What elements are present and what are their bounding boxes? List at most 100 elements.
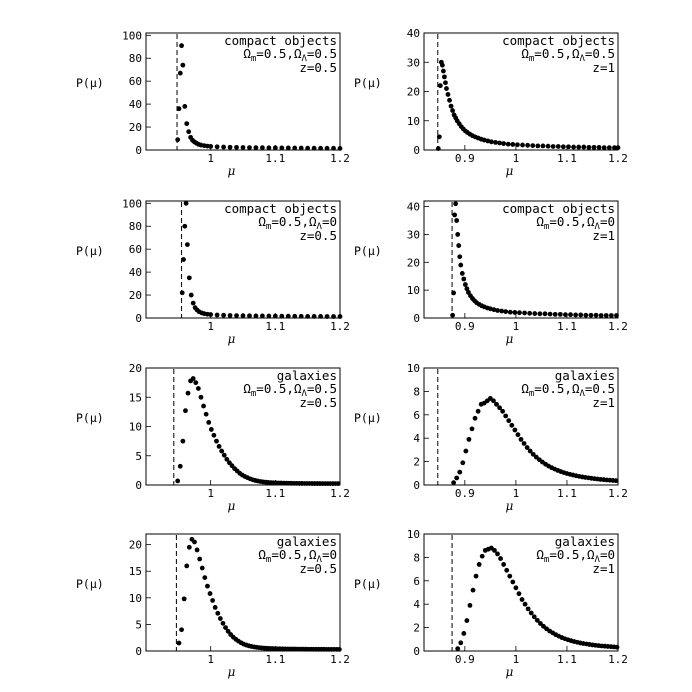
parameter-value: =0.5, bbox=[549, 214, 587, 229]
data-point bbox=[447, 97, 452, 103]
data-point bbox=[175, 478, 181, 484]
data-point bbox=[210, 598, 216, 603]
y-tick-label: 10 bbox=[407, 528, 420, 541]
x-tick-label: 1 bbox=[513, 320, 520, 333]
data-point bbox=[495, 308, 500, 313]
data-point bbox=[524, 445, 530, 450]
data-point bbox=[614, 644, 620, 650]
data-point bbox=[202, 575, 208, 581]
data-point bbox=[215, 610, 221, 616]
y-tick-label: 6 bbox=[413, 409, 420, 422]
data-point bbox=[513, 585, 519, 591]
panel-4: 0 10 20 30 40 0.9 1 1.1 1.2 μ P(μ) compact objectsΩ… bbox=[354, 200, 628, 346]
data-point bbox=[510, 579, 516, 585]
x-tick-label: 1 bbox=[207, 487, 214, 500]
data-point bbox=[335, 481, 341, 486]
data-point bbox=[272, 313, 278, 319]
data-point bbox=[199, 565, 205, 571]
data-point bbox=[445, 92, 451, 97]
data-point bbox=[527, 310, 533, 316]
data-point bbox=[512, 427, 518, 433]
plot-frame bbox=[423, 200, 619, 319]
data-point bbox=[292, 313, 298, 319]
subscript: m bbox=[544, 555, 549, 565]
omega-symbol: Ω bbox=[572, 381, 580, 396]
data-point bbox=[221, 452, 227, 458]
omega-symbol: Ω bbox=[258, 214, 266, 229]
data-point bbox=[181, 257, 186, 262]
data-point bbox=[305, 313, 311, 319]
data-point bbox=[443, 80, 448, 86]
subscript: m bbox=[529, 389, 534, 399]
omega-symbol: Ω bbox=[587, 547, 595, 562]
y-tick-label: 40 bbox=[129, 98, 142, 111]
y-tick-label: 15 bbox=[129, 391, 142, 404]
data-point bbox=[522, 601, 528, 607]
data-point bbox=[190, 376, 196, 381]
parameter-value: =0.5, bbox=[271, 214, 309, 229]
data-point bbox=[207, 591, 213, 596]
data-point bbox=[217, 616, 223, 621]
data-point bbox=[184, 121, 190, 127]
parameter-value: =0 bbox=[600, 547, 615, 562]
data-point bbox=[331, 314, 336, 319]
parameter-value: =0 bbox=[322, 214, 337, 229]
data-point bbox=[311, 313, 317, 319]
data-point bbox=[253, 145, 259, 151]
data-point bbox=[601, 145, 607, 151]
data-point bbox=[186, 544, 192, 550]
x-tick-label: 0.9 bbox=[455, 320, 475, 333]
data-point bbox=[211, 432, 217, 438]
y-tick-label: 100 bbox=[122, 197, 142, 210]
data-point bbox=[476, 562, 482, 567]
y-tick-label: 10 bbox=[407, 362, 420, 375]
panel-1: 0 20 40 60 80 100 1 1.1 1.2 μ P(μ) compact objectsΩ… bbox=[76, 29, 350, 178]
data-point bbox=[517, 310, 522, 316]
annotation-redshift: z=1 bbox=[592, 561, 615, 576]
data-point bbox=[176, 640, 182, 646]
data-point bbox=[227, 144, 233, 150]
data-point bbox=[520, 142, 525, 148]
omega-symbol: Ω bbox=[258, 547, 266, 562]
data-point bbox=[593, 312, 599, 318]
x-tick-label: 1.1 bbox=[557, 320, 577, 333]
data-point bbox=[555, 144, 561, 149]
data-point bbox=[298, 313, 304, 319]
data-point bbox=[507, 309, 513, 315]
y-tick-label: 2 bbox=[413, 456, 420, 469]
data-point bbox=[500, 408, 506, 414]
data-point bbox=[498, 556, 503, 561]
y-tick-label: 20 bbox=[129, 362, 142, 375]
data-point bbox=[615, 145, 621, 151]
subscript: m bbox=[266, 555, 271, 565]
annotation-line-1: compact objects bbox=[224, 33, 337, 48]
x-tick-label: 0.9 bbox=[455, 653, 475, 666]
x-tick-label: 1 bbox=[513, 487, 520, 500]
data-point bbox=[214, 312, 220, 318]
data-point bbox=[180, 62, 186, 68]
data-point bbox=[184, 242, 190, 247]
data-point bbox=[540, 143, 546, 149]
data-point bbox=[515, 432, 521, 438]
y-tick-label: 30 bbox=[407, 56, 420, 69]
data-point bbox=[518, 436, 524, 442]
y-axis-label: P(μ) bbox=[76, 411, 104, 425]
data-point bbox=[437, 83, 443, 89]
annotation-cosmology: Ωm=0.5,ΩΛ=0 bbox=[536, 214, 615, 232]
data-point bbox=[292, 145, 298, 151]
annotation-redshift: z=0.5 bbox=[299, 228, 337, 243]
data-point bbox=[179, 43, 184, 49]
omega-symbol: Ω bbox=[536, 214, 544, 229]
data-point bbox=[531, 614, 537, 620]
data-point bbox=[493, 139, 498, 145]
data-point bbox=[497, 140, 502, 146]
omega-symbol: Ω bbox=[536, 547, 544, 562]
data-point bbox=[472, 415, 478, 421]
panel-2: 0 10 20 30 40 0.9 1 1.1 1.2 μ P(μ) compact objectsΩ… bbox=[354, 27, 628, 178]
data-point bbox=[462, 282, 468, 287]
data-point bbox=[504, 567, 510, 573]
data-point bbox=[201, 403, 206, 409]
subscript: Λ bbox=[301, 389, 307, 399]
x-axis-label: μ bbox=[505, 332, 513, 346]
y-tick-label: 10 bbox=[129, 421, 142, 434]
